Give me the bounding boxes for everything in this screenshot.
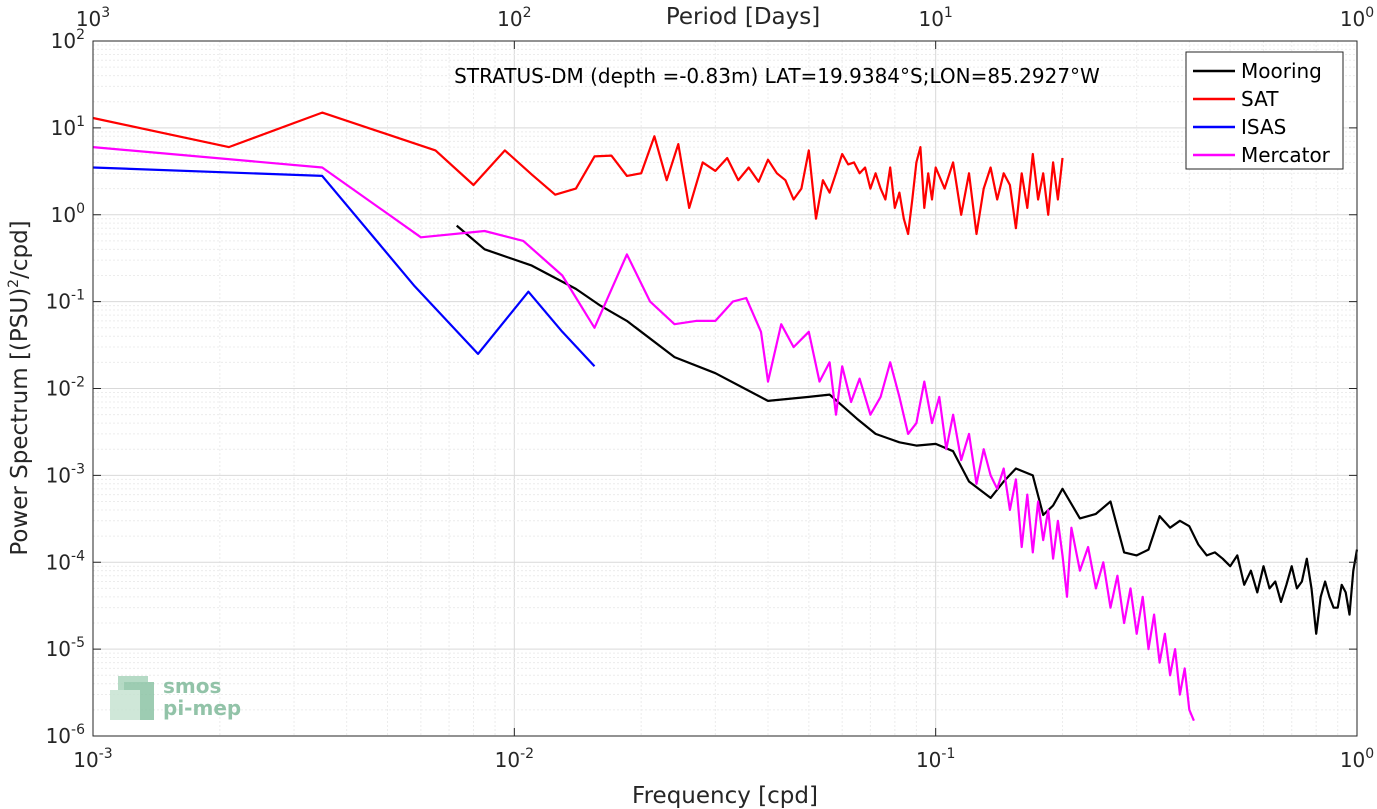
logo-text-pi-mep: pi-mep — [163, 696, 241, 720]
y-tick-label: 10-2 — [46, 375, 85, 401]
logo-layer-icon — [110, 690, 140, 720]
grid — [93, 41, 1357, 736]
legend: Mooring SAT ISAS Mercator — [1185, 51, 1344, 170]
series-line-mooring — [455, 224, 1359, 635]
top-tick-label: 100 — [1340, 5, 1374, 31]
chart-annotation: STRATUS-DM (depth =-0.83m) LAT=19.9384°S… — [454, 64, 1100, 88]
legend-entry-mooring: Mooring — [1241, 59, 1322, 83]
x-axis-label: Frequency [cpd] — [632, 783, 818, 809]
y-tick-label: 10-1 — [46, 288, 85, 314]
top-tick-label: 103 — [76, 5, 110, 31]
x-tick-label: 10-3 — [73, 746, 112, 772]
top-tick-label: 102 — [497, 5, 531, 31]
series-line-mercator — [92, 146, 1195, 722]
series-line-sat — [92, 111, 1064, 236]
smos-pi-mep-logo: smos pi-mep — [110, 674, 241, 720]
series-lines — [92, 111, 1359, 722]
y-tick-label: 100 — [51, 201, 85, 227]
legend-entry-sat: SAT — [1241, 87, 1279, 111]
y-tick-label: 10-6 — [46, 722, 86, 748]
x-tick-label: 10-1 — [916, 746, 955, 772]
x-tick-label: 100 — [1340, 746, 1374, 772]
y-tick-label: 101 — [51, 114, 85, 140]
top-tick-label: 101 — [918, 5, 952, 31]
y-tick-label: 102 — [51, 27, 85, 53]
y-tick-label: 10-5 — [46, 635, 85, 661]
x-tick-label: 10-2 — [495, 746, 534, 772]
series-line-isas — [92, 166, 596, 368]
y-axis-label: Power Spectrum [(PSU)2/cpd] — [6, 220, 33, 555]
top-axis-label: Period [Days] — [666, 4, 820, 30]
legend-entry-mercator: Mercator — [1241, 143, 1331, 167]
legend-entry-isas: ISAS — [1241, 115, 1286, 139]
logo-text-smos: smos — [163, 674, 221, 698]
y-tick-label: 10-4 — [46, 548, 86, 574]
y-tick-label: 10-3 — [46, 461, 85, 487]
